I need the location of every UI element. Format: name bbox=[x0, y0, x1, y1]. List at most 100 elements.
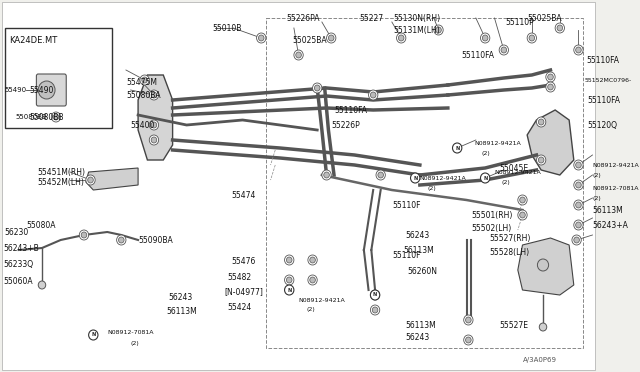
Text: A/3A0P69: A/3A0P69 bbox=[522, 357, 557, 363]
Circle shape bbox=[410, 173, 420, 183]
Circle shape bbox=[308, 255, 317, 265]
Circle shape bbox=[536, 117, 546, 127]
Circle shape bbox=[371, 305, 380, 315]
Circle shape bbox=[372, 292, 378, 298]
Text: N08912-9421A: N08912-9421A bbox=[593, 163, 639, 167]
Circle shape bbox=[574, 200, 583, 210]
Circle shape bbox=[520, 212, 525, 218]
Circle shape bbox=[88, 330, 98, 340]
Circle shape bbox=[285, 285, 294, 295]
Circle shape bbox=[88, 177, 93, 183]
Circle shape bbox=[499, 45, 509, 55]
Circle shape bbox=[465, 317, 471, 323]
Circle shape bbox=[546, 82, 555, 92]
Polygon shape bbox=[518, 238, 574, 295]
Circle shape bbox=[452, 143, 462, 153]
Text: 55110FA: 55110FA bbox=[334, 106, 367, 115]
Text: 55131M(LH): 55131M(LH) bbox=[394, 26, 440, 35]
Circle shape bbox=[574, 220, 583, 230]
Circle shape bbox=[287, 257, 292, 263]
Circle shape bbox=[538, 119, 544, 125]
Text: 55110F: 55110F bbox=[392, 250, 420, 260]
Circle shape bbox=[51, 112, 61, 122]
FancyBboxPatch shape bbox=[36, 74, 67, 106]
Circle shape bbox=[310, 257, 316, 263]
Text: 55025BA: 55025BA bbox=[527, 13, 562, 22]
Text: 55130N(RH): 55130N(RH) bbox=[394, 13, 441, 22]
Text: 55080BB: 55080BB bbox=[16, 114, 47, 120]
Circle shape bbox=[151, 122, 157, 128]
Circle shape bbox=[287, 277, 292, 283]
Text: 55152MC0796-: 55152MC0796- bbox=[584, 77, 631, 83]
Circle shape bbox=[527, 33, 536, 43]
Text: N: N bbox=[373, 292, 377, 298]
Circle shape bbox=[548, 84, 553, 90]
Text: 55527E: 55527E bbox=[499, 321, 528, 330]
Text: 55025BA: 55025BA bbox=[292, 35, 326, 45]
Text: 55010B: 55010B bbox=[212, 23, 242, 32]
Text: 56113M: 56113M bbox=[403, 246, 434, 254]
Polygon shape bbox=[86, 168, 138, 190]
Text: N08912-9421A: N08912-9421A bbox=[474, 141, 521, 145]
Circle shape bbox=[118, 237, 124, 243]
Text: (2): (2) bbox=[481, 151, 490, 155]
Circle shape bbox=[376, 170, 385, 180]
Circle shape bbox=[149, 90, 159, 100]
Text: N: N bbox=[413, 176, 417, 180]
Text: KA24DE.MT: KA24DE.MT bbox=[10, 36, 58, 45]
Circle shape bbox=[574, 160, 583, 170]
Polygon shape bbox=[138, 75, 173, 160]
Circle shape bbox=[86, 175, 95, 185]
Text: N08912-9421A: N08912-9421A bbox=[420, 176, 467, 180]
Circle shape bbox=[574, 180, 583, 190]
Circle shape bbox=[546, 72, 555, 82]
Circle shape bbox=[151, 137, 157, 143]
Text: 56113M: 56113M bbox=[166, 308, 197, 317]
Text: 55490: 55490 bbox=[30, 86, 54, 94]
Circle shape bbox=[574, 45, 583, 55]
Text: N08912-9421A: N08912-9421A bbox=[495, 170, 541, 174]
Circle shape bbox=[436, 27, 442, 33]
Circle shape bbox=[536, 155, 546, 165]
Circle shape bbox=[142, 77, 147, 83]
Circle shape bbox=[81, 232, 87, 238]
Text: 55502(LH): 55502(LH) bbox=[471, 224, 511, 232]
Text: 55227: 55227 bbox=[359, 13, 383, 22]
Circle shape bbox=[314, 85, 320, 91]
Text: 56243+A: 56243+A bbox=[593, 221, 628, 230]
Text: 55475M: 55475M bbox=[126, 77, 157, 87]
Text: 55452M(LH): 55452M(LH) bbox=[37, 177, 84, 186]
Circle shape bbox=[540, 323, 547, 331]
Circle shape bbox=[575, 202, 581, 208]
Circle shape bbox=[371, 92, 376, 98]
Bar bbox=[4, 28, 112, 128]
Circle shape bbox=[369, 90, 378, 100]
Circle shape bbox=[371, 290, 380, 300]
Text: 56260N: 56260N bbox=[408, 267, 438, 276]
Circle shape bbox=[574, 237, 579, 243]
Text: (2): (2) bbox=[131, 340, 140, 346]
Text: N: N bbox=[91, 333, 95, 337]
Text: 55110FA: 55110FA bbox=[588, 96, 621, 105]
Text: 56230: 56230 bbox=[4, 228, 29, 237]
Text: N: N bbox=[455, 145, 460, 151]
Text: 56233Q: 56233Q bbox=[4, 260, 34, 269]
Text: 55090BA: 55090BA bbox=[138, 235, 173, 244]
Circle shape bbox=[538, 259, 548, 271]
Circle shape bbox=[151, 92, 157, 98]
Circle shape bbox=[285, 275, 294, 285]
Text: N: N bbox=[483, 176, 487, 180]
Text: 55482: 55482 bbox=[228, 273, 252, 282]
Circle shape bbox=[322, 170, 332, 180]
Circle shape bbox=[518, 195, 527, 205]
Circle shape bbox=[308, 275, 317, 285]
Text: 55424: 55424 bbox=[228, 304, 252, 312]
Text: 55060A: 55060A bbox=[4, 278, 33, 286]
Circle shape bbox=[575, 47, 581, 53]
Text: 55110P: 55110P bbox=[506, 17, 534, 26]
Text: 55527(RH): 55527(RH) bbox=[490, 234, 531, 243]
Text: N: N bbox=[287, 288, 291, 292]
Circle shape bbox=[465, 337, 471, 343]
Circle shape bbox=[501, 47, 507, 53]
Text: 55476: 55476 bbox=[232, 257, 256, 266]
